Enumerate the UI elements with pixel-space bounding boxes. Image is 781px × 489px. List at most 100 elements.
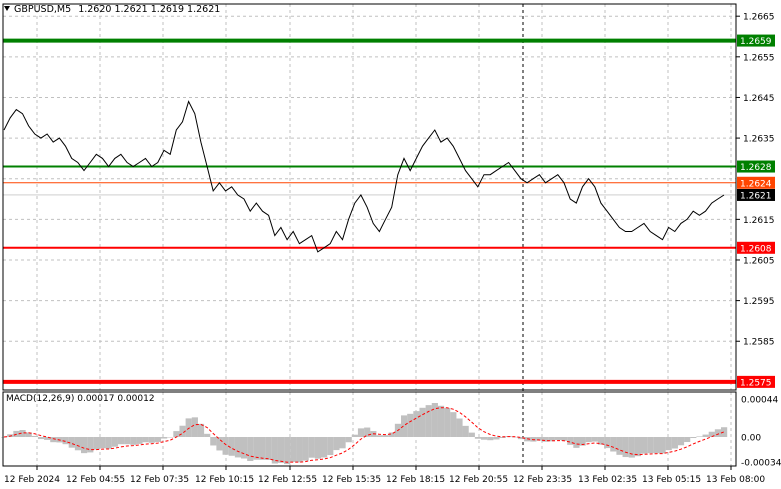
macd-histogram-bar (62, 437, 69, 445)
macd-histogram-bar (690, 437, 697, 439)
time-tick-label: 12 Feb 18:15 (386, 475, 445, 485)
level-label: 1.2659 (740, 37, 772, 47)
macd-histogram-bar (222, 437, 229, 455)
macd-histogram-bar (388, 432, 395, 437)
macd-histogram-bar (105, 437, 112, 449)
price-tick-label: 1.2605 (743, 256, 775, 266)
macd-histogram-bar (284, 437, 291, 465)
macd-histogram-bar (179, 425, 186, 437)
macd-histogram-bar (247, 437, 254, 462)
price-tick-label: 1.2665 (743, 13, 775, 23)
time-tick-label: 12 Feb 20:55 (449, 475, 508, 485)
macd-tick-label: 0.00 (741, 434, 761, 444)
macd-histogram-bar (327, 437, 334, 456)
macd-histogram-bar (136, 437, 143, 444)
macd-tick-label: -0.00034 (741, 459, 781, 469)
macd-histogram-bar (241, 437, 248, 459)
price-series-line (3, 100, 725, 253)
macd-histogram-bar (444, 407, 451, 437)
macd-histogram-bar (333, 437, 340, 451)
macd-histogram-bar (99, 437, 106, 449)
macd-histogram-bar (31, 435, 38, 437)
macd-label: MACD(12,26,9) (6, 394, 75, 404)
macd-histogram-bar (382, 435, 389, 437)
macd-histogram-bar (44, 437, 51, 440)
macd-histogram-bar (573, 437, 580, 448)
chart-header: GBPUSD,M5 1.2620 1.2621 1.2619 1.2621 (4, 4, 220, 15)
macd-histogram-bar (634, 437, 642, 457)
open-value: 1.2620 (78, 4, 112, 15)
close-value: 1.2621 (187, 4, 221, 15)
high-value: 1.2621 (114, 4, 148, 15)
price-tick-label: 1.2595 (743, 297, 775, 307)
price-axis: 1.2665 1.2655 1.2645 1.2635 1.2615 1.2605 1.25… (736, 13, 775, 348)
macd-histogram-bar (265, 437, 272, 460)
price-line (3, 100, 725, 253)
macd-histogram-bar (413, 411, 420, 437)
macd-histogram-bar (185, 418, 192, 437)
macd-histogram-bar (548, 437, 555, 442)
macd-histogram-bar (197, 423, 205, 437)
macd-histogram-bar (259, 437, 266, 460)
grid (3, 4, 736, 466)
level-label: 1.2628 (740, 163, 772, 173)
macd-histogram-bar (68, 437, 75, 448)
macd-signal-line (3, 407, 725, 463)
macd-histogram-bar (117, 437, 125, 445)
macd-histogram-bar (19, 430, 26, 437)
chevron-down-icon[interactable] (4, 6, 10, 11)
macd-histogram-bar (124, 437, 131, 445)
macd-histogram-bar (468, 432, 475, 437)
level-label: 1.2608 (740, 244, 772, 254)
time-tick-label: 13 Feb 02:35 (578, 475, 637, 485)
macd-histogram-bar (87, 437, 94, 453)
time-tick-label: 12 Feb 2024 (4, 475, 60, 485)
macd-histogram-bar (437, 405, 445, 437)
macd-histogram-bar (684, 437, 691, 443)
macd-signal-value: 0.00012 (117, 394, 155, 404)
level-label: 1.2575 (740, 378, 772, 388)
macd-histogram-bar (191, 417, 198, 437)
level-label-box (737, 188, 775, 201)
macd-histogram-bar (253, 437, 260, 460)
macd-panel-border (2, 391, 737, 467)
level-label-box (737, 375, 775, 388)
macd-histogram-bar (290, 437, 297, 462)
main-panel-border (2, 3, 737, 391)
macd-histogram-bar (708, 431, 715, 437)
time-tick-label: 12 Feb 10:15 (195, 475, 254, 485)
macd-histogram-bar (25, 432, 32, 437)
macd-histogram-bar (641, 437, 648, 454)
macd-histogram-bar (296, 437, 303, 463)
macd-header: MACD(12,26,9) 0.00017 0.00012 (6, 394, 155, 404)
macd-histogram-bar (561, 437, 568, 441)
macd-histogram-bar (696, 436, 703, 437)
level-labels: 1.2659 1.2628 1.2624 1.2621 1.2608 1.2575 (737, 34, 775, 388)
macd-histogram-bar (431, 403, 438, 437)
level-label-box (737, 176, 775, 189)
level-label-box (737, 34, 775, 47)
macd-histogram-bar (74, 437, 82, 451)
macd-histogram-bar (462, 425, 469, 437)
macd-histogram-bar (407, 413, 414, 437)
time-axis: 12 Feb 2024 12 Feb 04:55 12 Feb 07:35 12 Fe… (4, 466, 765, 485)
macd-histogram-bar (677, 437, 685, 446)
macd-histogram-bar (148, 437, 155, 443)
macd-histogram-bar (702, 434, 709, 437)
macd-histogram-bar (339, 437, 346, 449)
macd-histogram-bar (357, 428, 365, 437)
macd-histogram-bar (536, 437, 543, 441)
macd-histogram-bar (493, 437, 500, 440)
macd-histogram-bar (604, 437, 611, 449)
macd-histogram-bar (616, 437, 623, 455)
macd-histogram-bar (37, 437, 45, 440)
macd-histogram-bar (665, 437, 672, 451)
macd-histogram-bar (542, 437, 549, 442)
macd-histogram-bar (142, 437, 149, 443)
macd-histogram-bar (721, 427, 728, 437)
macd-histogram-bar (647, 437, 654, 454)
time-tick-label: 12 Feb 23:35 (513, 475, 572, 485)
macd-histogram-bar (302, 437, 309, 461)
